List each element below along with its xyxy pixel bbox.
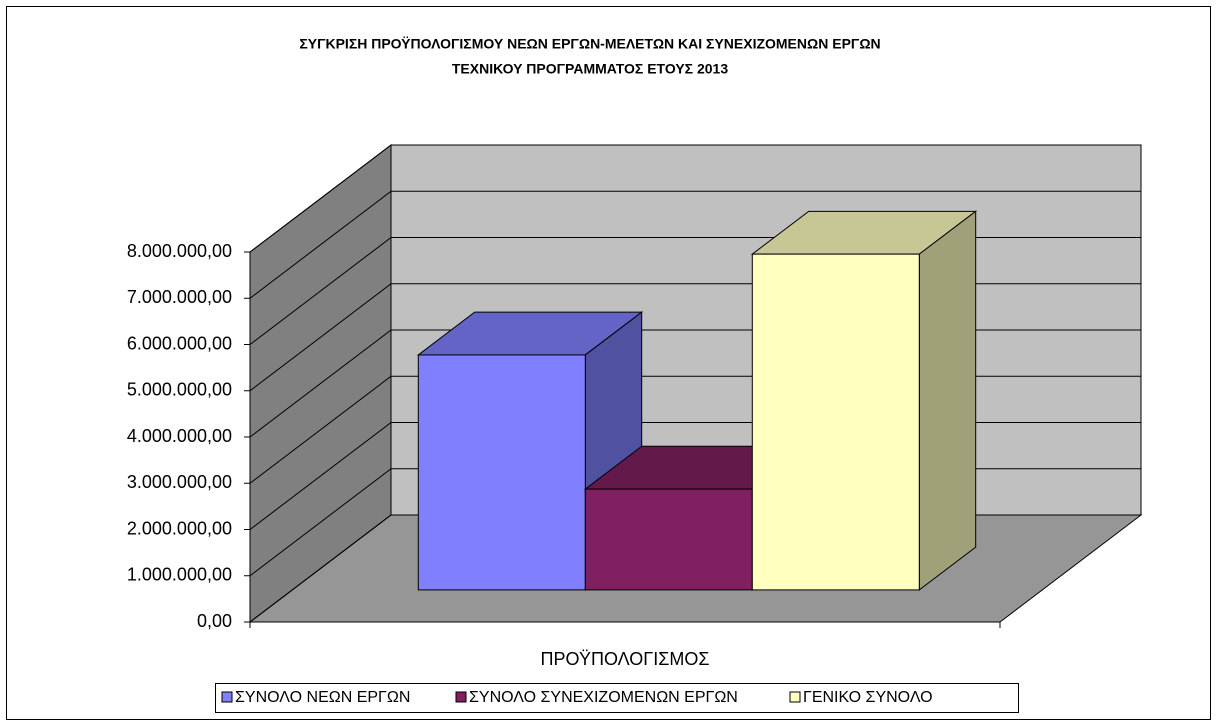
legend-label: ΓΕΝΙΚΟ ΣΥΝΟΛΟ bbox=[803, 689, 933, 706]
bar bbox=[417, 354, 586, 591]
legend-swatch bbox=[789, 691, 801, 703]
legend-swatch bbox=[221, 691, 233, 703]
legend-swatch bbox=[455, 691, 467, 703]
grid-line bbox=[249, 190, 1141, 299]
legend-label: ΣΥΝΟΛΟ ΣΥΝΕΧΙΖΟΜΕΝΩΝ ΕΡΓΩΝ bbox=[469, 689, 738, 706]
y-tick-label: 3.000.000,00 bbox=[127, 472, 232, 492]
y-tick-label: 7.000.000,00 bbox=[127, 287, 232, 307]
legend-box bbox=[215, 683, 1019, 713]
y-tick-label: 8.000.000,00 bbox=[127, 241, 232, 261]
x-tick-label: ΠΡΟΫΠΟΛΟΓΙΣΜΟΣ bbox=[541, 649, 710, 669]
y-tick-label: 5.000.000,00 bbox=[127, 380, 232, 400]
y-tick-label: 6.000.000,00 bbox=[127, 333, 232, 353]
bar bbox=[751, 253, 920, 591]
y-tick-label: 4.000.000,00 bbox=[127, 426, 232, 446]
chart-subtitle: ΤΕΧΝΙΚΟΥ ΠΡΟΓΡΑΜΜΑΤΟΣ ΕΤΟΥΣ 2013 bbox=[452, 61, 728, 77]
y-tick-label: 2.000.000,00 bbox=[127, 518, 232, 538]
bar bbox=[584, 488, 753, 591]
chart-title: ΣΥΓΚΡΙΣΗ ΠΡΟΫΠΟΛΟΓΙΣΜΟΥ ΝΕΩΝ ΕΡΓΩΝ-ΜΕΛΕΤ… bbox=[299, 36, 880, 52]
grid-line bbox=[249, 144, 1141, 253]
y-tick-label: 1.000.000,00 bbox=[127, 565, 232, 585]
legend-label: ΣΥΝΟΛΟ ΝΕΩΝ ΕΡΓΩΝ bbox=[235, 689, 410, 706]
y-tick-label: 0,00 bbox=[197, 611, 232, 631]
bar-side bbox=[918, 210, 977, 591]
